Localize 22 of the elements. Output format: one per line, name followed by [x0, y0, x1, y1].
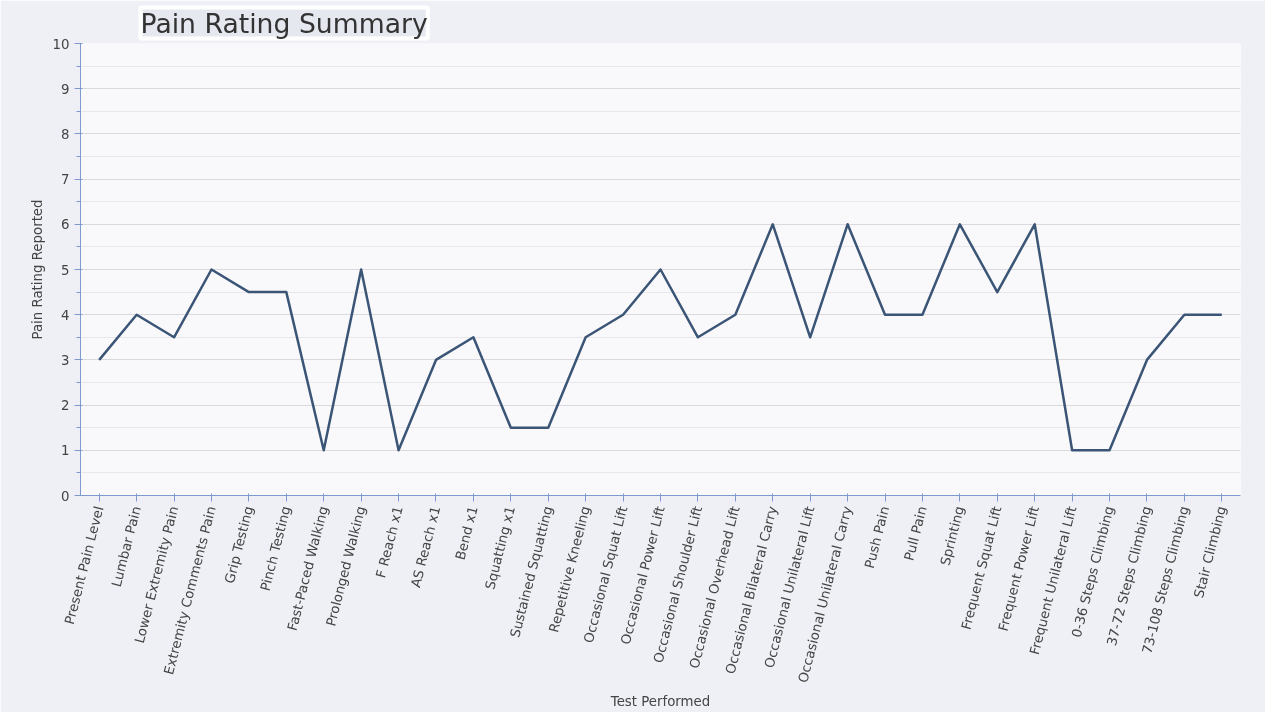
x-tick-label: AS Reach x1	[408, 504, 444, 589]
y-tick-label: 0	[61, 488, 70, 504]
x-tick-label: Pull Pain	[901, 504, 930, 563]
x-axis-title: Test Performed	[609, 694, 711, 710]
x-tick-label: F Reach x1	[373, 504, 406, 580]
y-tick-label: 4	[61, 307, 70, 323]
y-tick-label: 6	[61, 217, 70, 233]
y-tick-label: 3	[61, 352, 70, 368]
y-tick-label: 2	[61, 398, 70, 414]
line-series	[97, 223, 1224, 452]
y-axis-title: Pain Rating Reported	[29, 199, 45, 340]
y-tick-label: 5	[61, 262, 70, 278]
y-tick-label: 1	[61, 443, 70, 459]
chart-title: Pain Rating Summary	[140, 7, 428, 39]
x-tick-label: Push Pain	[861, 504, 893, 570]
y-tick-label: 7	[61, 172, 70, 188]
y-tick-label: 9	[61, 81, 70, 97]
x-tick-label: Present Pain Level	[61, 504, 107, 626]
y-tick-label: 8	[61, 126, 70, 142]
y-tick-label: 10	[52, 36, 70, 52]
x-tick-label: Lumbar Pain	[108, 504, 144, 589]
x-tick-label: Bend x1	[452, 504, 481, 562]
